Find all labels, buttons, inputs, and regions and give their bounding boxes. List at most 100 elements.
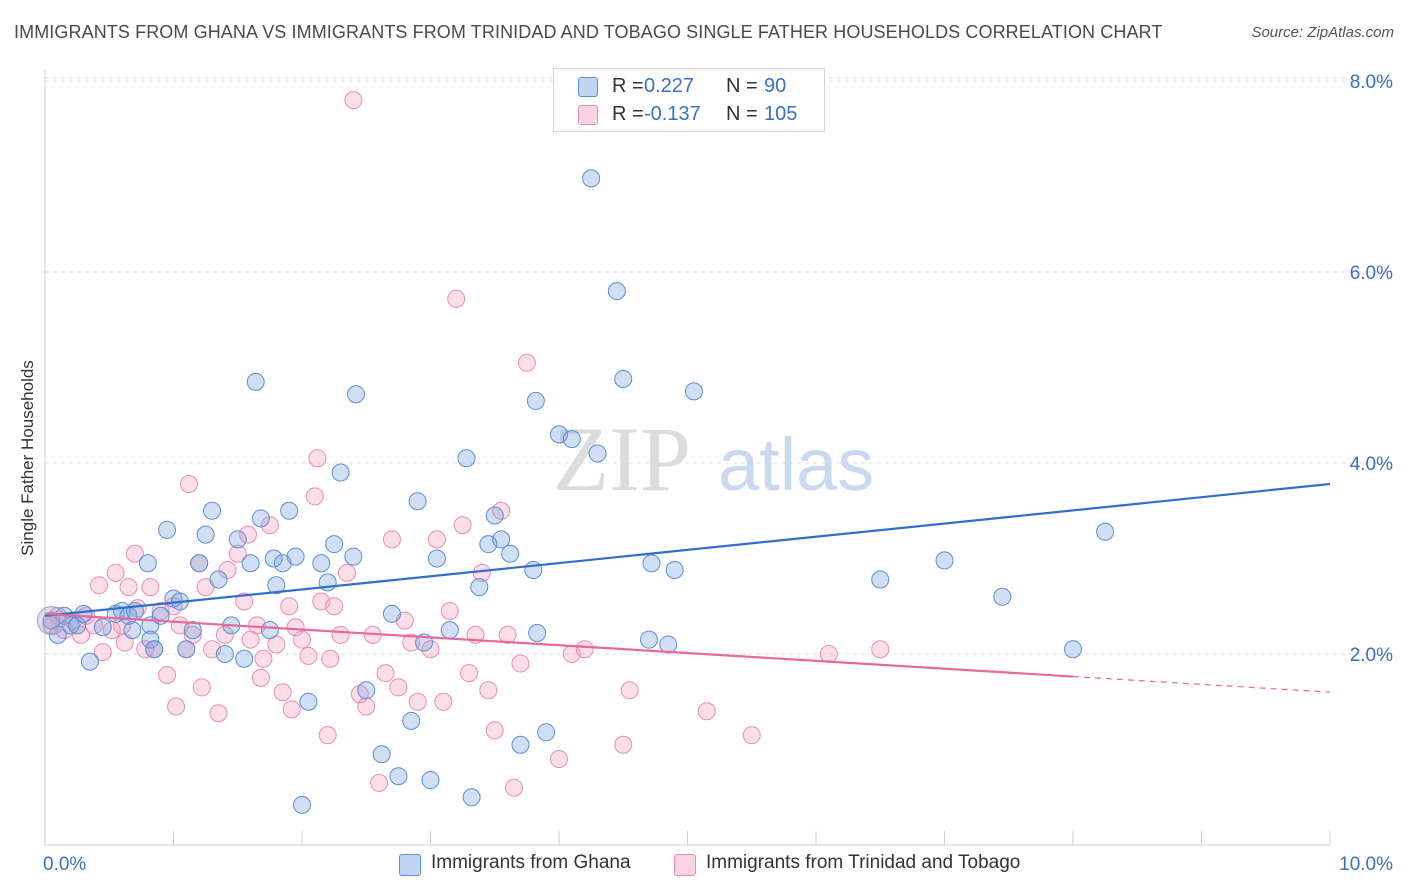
data-point-tt — [93, 643, 112, 662]
data-point-ghana — [80, 652, 99, 671]
data-point-ghana — [228, 530, 247, 549]
y-tick-label: 4.0% — [1350, 454, 1393, 475]
data-point-tt — [742, 726, 761, 745]
data-point-tt — [89, 576, 108, 595]
data-point-tt — [158, 666, 177, 685]
legend-n-value: 105 — [764, 103, 798, 125]
data-point-tt — [376, 664, 395, 683]
data-point-ghana — [138, 554, 157, 573]
data-point-ghana — [421, 771, 440, 790]
data-point-tt — [447, 289, 466, 308]
data-point-tt — [460, 664, 479, 683]
data-point-ghana — [537, 723, 556, 742]
data-point-ghana — [190, 554, 209, 573]
data-point-ghana — [562, 430, 581, 449]
data-point-ghana — [203, 501, 222, 520]
data-point-tt — [192, 678, 211, 697]
data-point-ghana — [492, 530, 511, 549]
data-point-tt — [427, 530, 446, 549]
data-point-tt — [251, 668, 270, 687]
chart-title: IMMIGRANTS FROM GHANA VS IMMIGRANTS FROM… — [14, 22, 1163, 42]
data-point-ghana — [457, 449, 476, 468]
data-point-ghana — [382, 604, 401, 623]
data-point-tt — [620, 681, 639, 700]
data-point-tt — [370, 773, 389, 792]
data-point-tt — [209, 704, 228, 723]
chart-source: Source: ZipAtlas.com — [1251, 24, 1394, 41]
legend-r-label: R = — [612, 103, 644, 125]
data-point-ghana — [280, 501, 299, 520]
data-point-ghana — [286, 547, 305, 566]
legend-n-value: 90 — [764, 75, 787, 97]
data-point-tt — [305, 487, 324, 506]
data-point-ghana — [209, 570, 228, 589]
data-point-ghana — [935, 551, 954, 570]
data-point-ghana — [158, 520, 177, 539]
data-point-ghana — [74, 604, 93, 623]
data-point-tt — [485, 721, 504, 740]
legend-label-ghana: Immigrants from Ghana — [431, 852, 631, 873]
data-point-tt — [273, 683, 292, 702]
data-point-ghana — [357, 681, 376, 700]
data-point-tt — [218, 560, 237, 579]
data-point-ghana — [526, 391, 545, 410]
data-point-ghana — [1064, 640, 1082, 659]
data-point-ghana — [93, 618, 112, 637]
data-point-tt — [308, 449, 327, 468]
data-point-tt — [505, 778, 524, 797]
data-point-ghana — [1096, 522, 1115, 541]
data-point-cluster — [36, 606, 66, 636]
data-point-tt — [575, 640, 594, 659]
data-point-tt — [260, 516, 279, 535]
data-point-ghana — [511, 735, 530, 754]
series-ghana-points — [36, 169, 1115, 814]
legend-label-tt: Immigrants from Trinidad and Tobago — [706, 852, 1021, 873]
data-point-ghana — [251, 509, 270, 528]
data-point-ghana — [462, 788, 481, 807]
y-axis-label: Single Father Households — [18, 360, 37, 556]
legend-n-label: N = — [726, 75, 758, 97]
data-point-ghana — [344, 547, 363, 566]
data-point-ghana — [501, 544, 520, 563]
data-point-tt — [119, 578, 138, 597]
data-point-ghana — [141, 630, 160, 649]
legend-swatch-tt — [578, 105, 598, 125]
data-point-ghana — [659, 635, 678, 654]
data-point-ghana — [427, 549, 446, 568]
data-point-ghana — [61, 616, 80, 635]
data-point-ghana — [582, 169, 601, 188]
data-point-tt — [389, 678, 408, 697]
data-point-tt — [239, 525, 258, 544]
data-point-ghana — [408, 492, 427, 511]
legend-swatch-tt — [674, 854, 696, 876]
legend-n-label: N = — [726, 103, 758, 125]
data-point-tt — [517, 353, 536, 372]
data-point-ghana — [665, 560, 684, 579]
legend-swatch-ghana — [578, 77, 598, 97]
data-point-tt — [113, 616, 132, 635]
data-point-tt — [331, 625, 350, 644]
legend-r-label: R = — [612, 75, 644, 97]
legend-r-value: -0.137 — [644, 103, 701, 125]
data-point-tt — [421, 640, 440, 659]
data-point-ghana — [293, 795, 311, 814]
data-point-tt — [141, 578, 160, 597]
data-point-tt — [871, 640, 890, 659]
data-point-tt — [293, 630, 311, 649]
data-point-tt — [498, 625, 517, 644]
data-point-tt — [215, 625, 234, 644]
data-point-ghana — [440, 621, 459, 640]
data-point-ghana — [639, 630, 658, 649]
data-point-ghana — [346, 385, 365, 404]
data-point-tt — [402, 633, 421, 652]
data-point-tt — [282, 700, 301, 719]
data-point-ghana — [196, 525, 215, 544]
data-point-tt — [228, 544, 247, 563]
data-point-ghana — [246, 372, 265, 391]
watermark: ZIP atlas — [553, 408, 874, 510]
data-point-ghana — [871, 570, 890, 589]
data-point-tt — [337, 563, 356, 582]
data-point-ghana — [299, 692, 318, 711]
data-point-tt — [167, 697, 186, 716]
data-point-tt — [440, 602, 459, 621]
